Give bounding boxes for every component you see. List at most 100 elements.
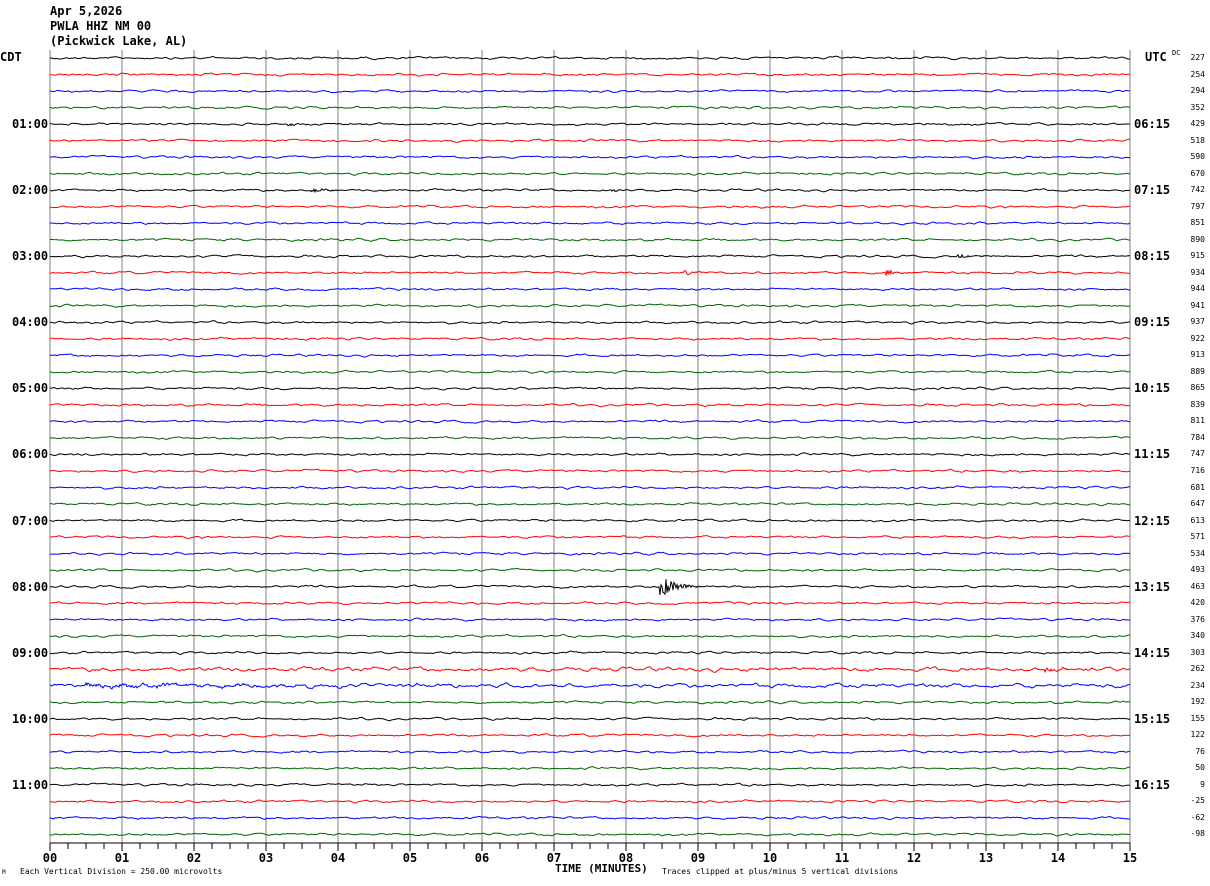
dc-offset: 493 xyxy=(1190,565,1205,575)
right-hour-label: 11:15 xyxy=(1134,447,1171,462)
dc-offset: 941 xyxy=(1190,300,1205,310)
trace-row xyxy=(49,303,1131,308)
dc-offset: 851 xyxy=(1190,218,1205,228)
x-tick-label: 01 xyxy=(115,851,129,865)
dc-offset: -98 xyxy=(1190,829,1205,839)
trace-row xyxy=(50,567,1131,573)
dc-offset: 915 xyxy=(1190,251,1205,261)
dc-offset: 913 xyxy=(1190,350,1205,360)
dc-offset: 234 xyxy=(1190,680,1205,690)
trace-row xyxy=(50,782,1131,788)
trace-row xyxy=(49,518,1131,523)
dc-offset: 50 xyxy=(1195,763,1205,773)
x-tick-label: 12 xyxy=(907,851,921,865)
trace-row xyxy=(49,815,1131,821)
dc-offset: 429 xyxy=(1190,119,1205,129)
dc-offset: 839 xyxy=(1190,399,1205,409)
trace-row xyxy=(49,402,1131,408)
trace-row xyxy=(49,55,1131,61)
x-tick-label: 10 xyxy=(763,851,777,865)
dc-offset: 784 xyxy=(1190,432,1205,442)
x-tick-label: 02 xyxy=(187,851,201,865)
right-hour-label: 08:15 xyxy=(1134,249,1171,264)
dc-offset: 865 xyxy=(1190,383,1205,393)
dc-offset: -25 xyxy=(1190,796,1205,806)
trace-row xyxy=(49,204,1131,209)
trace-row xyxy=(49,122,1130,127)
dc-offset: 352 xyxy=(1190,102,1205,112)
left-hour-label: 11:00 xyxy=(12,777,49,792)
left-hour-label: 06:00 xyxy=(12,447,49,462)
x-tick-label: 04 xyxy=(331,851,345,865)
x-tick-label: 03 xyxy=(259,851,273,865)
dc-offset: 811 xyxy=(1190,416,1205,426)
trace-row xyxy=(49,633,1131,639)
trace-row xyxy=(50,617,1131,622)
date-label: Apr 5,2026 xyxy=(50,4,123,18)
dc-offset: 534 xyxy=(1190,548,1205,558)
dc-offset: 716 xyxy=(1190,466,1205,475)
trace-row xyxy=(49,733,1130,738)
dc-offset: 681 xyxy=(1190,482,1205,492)
dc-offset: 303 xyxy=(1190,647,1205,657)
trace-row xyxy=(49,650,1131,655)
trace-row xyxy=(50,419,1131,424)
trace-row xyxy=(49,237,1131,243)
dc-offset: 155 xyxy=(1190,713,1205,723)
dc-offset: 613 xyxy=(1190,515,1205,525)
trace-row xyxy=(49,89,1131,94)
clip-note: Traces clipped at plus/minus 5 vertical … xyxy=(662,867,899,876)
trace-row xyxy=(50,320,1131,325)
x-axis-label: TIME (MINUTES) xyxy=(555,862,648,875)
left-hour-label: 01:00 xyxy=(12,117,49,132)
x-tick-label: 15 xyxy=(1123,851,1137,865)
right-hour-label: 15:15 xyxy=(1134,711,1171,726)
left-hour-label: 02:00 xyxy=(12,183,49,198)
x-tick-label: 00 xyxy=(43,851,57,865)
trace-row xyxy=(49,435,1131,440)
x-tick-label: 11 xyxy=(835,851,849,865)
trace-row xyxy=(49,666,1131,674)
left-hour-label: 04:00 xyxy=(12,315,49,330)
trace-row xyxy=(49,799,1131,804)
trace-row xyxy=(49,716,1131,722)
trace-row xyxy=(49,502,1130,507)
dc-offset: 934 xyxy=(1190,267,1205,277)
trace-row xyxy=(49,468,1131,473)
station-label: PWLA HHZ NM 00 xyxy=(50,19,152,33)
trace-row xyxy=(49,138,1131,143)
dc-offset: 889 xyxy=(1190,366,1205,376)
dc-offset: 747 xyxy=(1190,449,1205,459)
trace-row xyxy=(49,534,1131,540)
trace-row xyxy=(49,681,1131,690)
trace-row xyxy=(49,253,1131,259)
dc-offset: 742 xyxy=(1190,185,1205,195)
dc-offset: -62 xyxy=(1190,812,1205,822)
trace-row xyxy=(49,579,1131,596)
trace-row xyxy=(49,700,1131,705)
location-label: (Pickwick Lake, AL) xyxy=(50,34,188,48)
dc-offset: 647 xyxy=(1190,499,1205,509)
dc-offset: 518 xyxy=(1190,135,1205,145)
right-hour-label: 16:15 xyxy=(1134,777,1171,792)
dc-offset: 294 xyxy=(1190,86,1205,96)
dc-offset: 376 xyxy=(1190,614,1205,624)
trace-row xyxy=(50,485,1131,490)
trace-row xyxy=(49,551,1131,556)
right-hour-label: 06:15 xyxy=(1134,117,1171,132)
left-hour-label: 09:00 xyxy=(12,645,49,660)
x-tick-label: 06 xyxy=(475,851,489,865)
right-hour-label: 10:15 xyxy=(1134,381,1171,396)
dc-offset: 463 xyxy=(1190,581,1205,591)
dc-offset: 76 xyxy=(1195,746,1205,756)
right-hour-label: 09:15 xyxy=(1134,315,1171,330)
trace-row xyxy=(49,171,1131,176)
dc-offset: 340 xyxy=(1190,631,1205,641)
dc-label: DC xyxy=(1172,49,1181,57)
right-hour-label: 12:15 xyxy=(1134,513,1171,528)
trace-row xyxy=(49,386,1131,391)
corner-mark: M xyxy=(2,869,6,876)
left-hour-label: 05:00 xyxy=(12,381,49,396)
trace-row xyxy=(49,269,1131,277)
